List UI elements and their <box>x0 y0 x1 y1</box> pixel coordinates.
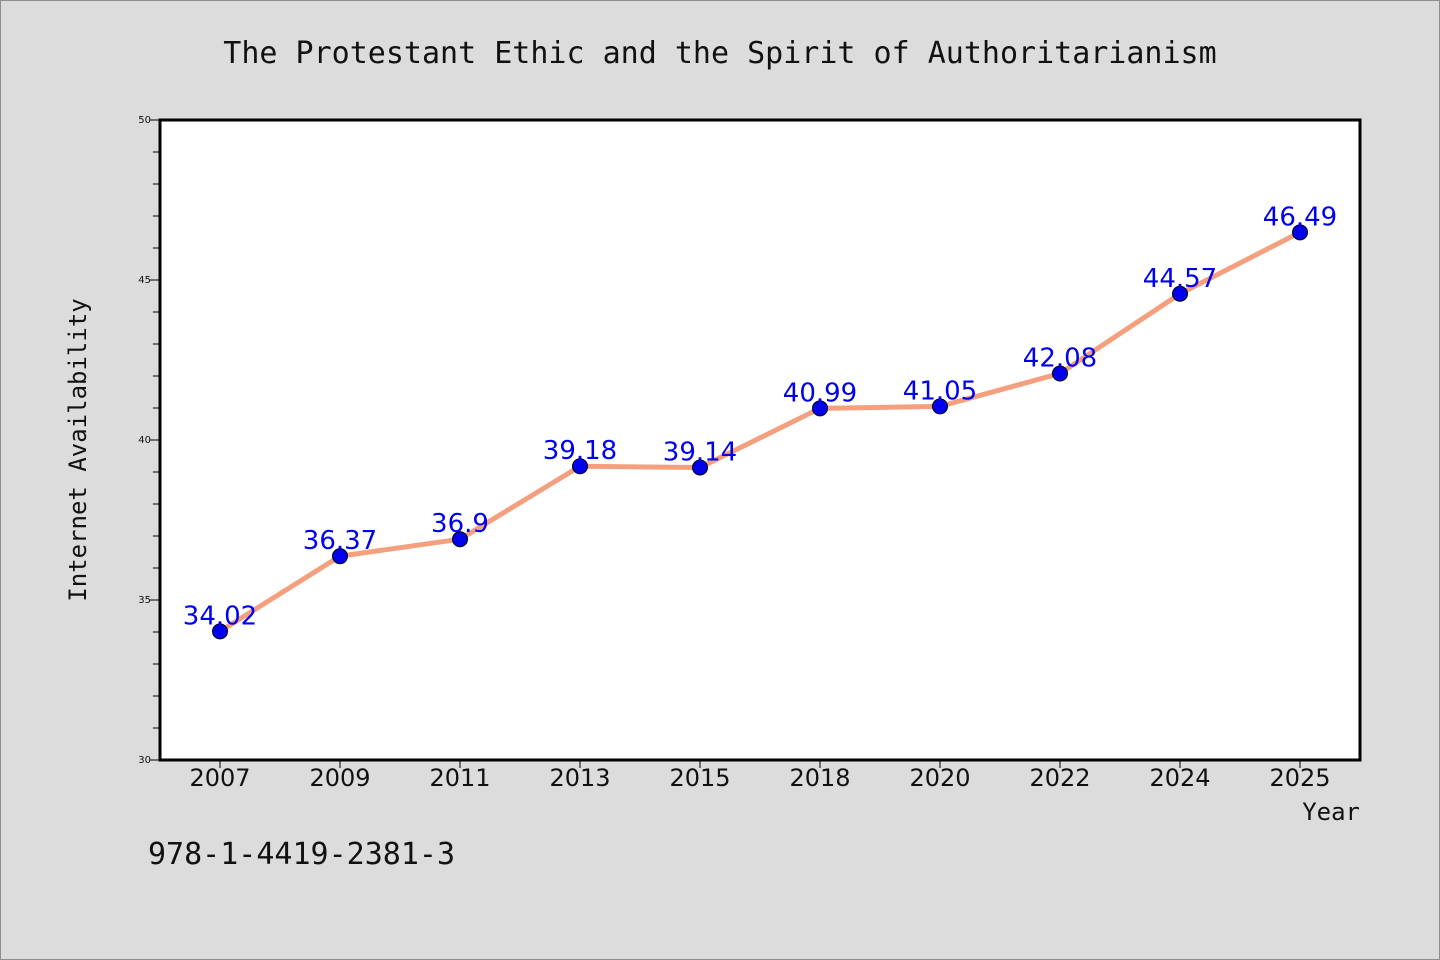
isbn-footnote: 978-1-4419-2381-3 <box>148 837 455 872</box>
data-point <box>572 458 588 475</box>
data-point <box>692 459 708 476</box>
series-line <box>218 230 1302 634</box>
y-tick-label: 45 <box>138 275 151 286</box>
data-label: 41.05 <box>903 376 977 406</box>
data-markers <box>212 224 1308 640</box>
data-label: 39.18 <box>543 436 617 466</box>
data-point <box>932 398 948 415</box>
y-tick-label: 50 <box>138 115 151 126</box>
data-label: 36.9 <box>431 509 489 539</box>
x-tick-label: 2015 <box>669 764 730 792</box>
x-tick-label: 2009 <box>309 764 370 792</box>
data-labels: 34.02 36.37 36.9 39.18 39.14 40.99 41.05 42.08 4… <box>183 202 1337 631</box>
x-tick-label: 2013 <box>549 764 610 792</box>
data-label: 42.08 <box>1023 343 1097 373</box>
data-label: 36.37 <box>303 526 377 556</box>
chart-title: The Protestant Ethic and the Spirit of A… <box>223 36 1216 71</box>
data-point <box>212 623 228 640</box>
data-point <box>1172 285 1188 302</box>
x-axis: 2007 2009 2011 2013 2015 2018 2020 2022 2024 2025 <box>189 760 1331 792</box>
x-tick-label: 2007 <box>189 764 250 792</box>
data-label: 34.02 <box>183 601 257 631</box>
x-tick-label: 2018 <box>789 764 850 792</box>
data-point <box>1292 224 1308 241</box>
data-label: 40.99 <box>783 378 857 408</box>
data-label: 46.49 <box>1263 202 1337 232</box>
data-point <box>1052 365 1068 382</box>
x-tick-label: 2024 <box>1149 764 1210 792</box>
y-tick-label: 35 <box>138 595 151 606</box>
data-point <box>452 531 468 548</box>
y-axis: 30 35 40 45 50 <box>138 115 160 766</box>
data-point <box>332 548 348 565</box>
x-axis-label: Year <box>1302 798 1360 826</box>
x-tick-label: 2022 <box>1029 764 1090 792</box>
y-tick-label: 40 <box>138 435 151 446</box>
data-label: 39.14 <box>663 438 737 468</box>
data-point <box>812 400 828 417</box>
data-label: 44.57 <box>1143 264 1217 294</box>
y-tick-label: 30 <box>138 755 151 766</box>
y-axis-label: Internet Availability <box>64 298 92 601</box>
x-tick-label: 2011 <box>429 764 490 792</box>
plot-area <box>158 118 1362 762</box>
x-tick-label: 2020 <box>909 764 970 792</box>
x-tick-label: 2025 <box>1269 764 1330 792</box>
